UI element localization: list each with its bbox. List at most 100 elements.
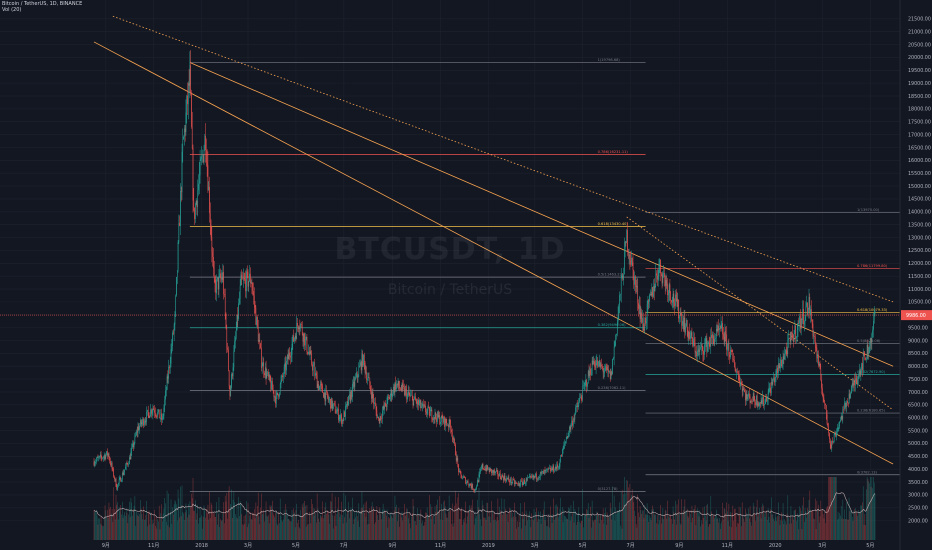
candle-body xyxy=(356,372,357,378)
volume-bar xyxy=(512,512,514,540)
volume-bar xyxy=(858,509,859,540)
candle-body xyxy=(775,370,777,378)
volume-bar xyxy=(863,524,865,540)
volume-bar xyxy=(538,511,540,540)
volume-bar xyxy=(320,516,322,540)
candle-body xyxy=(197,190,199,208)
volume-bar xyxy=(774,514,776,540)
candle-body xyxy=(451,432,453,439)
candle-body xyxy=(872,329,873,335)
volume-bar xyxy=(222,513,224,540)
volume-bar xyxy=(529,520,531,540)
volume-bar xyxy=(669,514,671,540)
candle-body xyxy=(499,473,500,477)
volume-bar xyxy=(120,505,122,540)
volume-bar xyxy=(182,512,184,540)
volume-bar xyxy=(173,504,175,540)
candle-body xyxy=(319,386,320,390)
candle-body xyxy=(718,325,719,331)
volume-bar xyxy=(321,517,323,540)
volume-bar xyxy=(136,511,137,540)
candle-body xyxy=(564,443,565,445)
candle-body xyxy=(688,331,690,339)
volume-bar xyxy=(717,517,719,540)
volume-bar xyxy=(478,487,480,540)
candle-body xyxy=(121,479,122,482)
volume-bar xyxy=(118,519,119,540)
volume-bar xyxy=(621,528,623,540)
volume-bar xyxy=(543,509,544,540)
candle-body xyxy=(855,378,857,381)
candle-body xyxy=(387,396,389,398)
volume-bar xyxy=(272,500,273,540)
candle-body xyxy=(393,386,395,393)
volume-bar xyxy=(436,504,437,540)
candle-body xyxy=(312,366,314,371)
candle-body xyxy=(532,475,533,478)
chart-header: Bitcoin / TetherUS, 1D, BINANCE Vol (20) xyxy=(2,1,82,13)
candle-body xyxy=(371,391,372,399)
candle-body xyxy=(462,476,464,479)
volume-bar xyxy=(371,502,373,540)
candle-body xyxy=(631,257,632,265)
candle-body xyxy=(673,293,675,303)
candle-body xyxy=(231,374,232,388)
volume-bar xyxy=(845,518,847,540)
candle-body xyxy=(601,364,602,367)
volume-bar xyxy=(176,504,177,540)
candle-body xyxy=(281,375,283,381)
symbol-title[interactable]: Bitcoin / TetherUS, 1D, BINANCE xyxy=(2,1,83,7)
candle-body xyxy=(494,470,496,474)
candle-body xyxy=(800,316,801,329)
volume-bar xyxy=(865,525,866,540)
volume-bar xyxy=(407,518,409,540)
candle-body xyxy=(345,406,346,417)
candle-body xyxy=(767,399,768,402)
candle-body xyxy=(181,151,183,193)
volume-bar xyxy=(508,512,510,540)
volume-bar xyxy=(725,513,727,540)
volume-bar xyxy=(613,495,615,540)
candle-body xyxy=(514,479,515,485)
candle-body xyxy=(800,318,802,329)
candle-body xyxy=(756,395,758,406)
candle-body xyxy=(103,456,104,459)
candle-body xyxy=(497,471,499,476)
volume-bar xyxy=(626,480,628,540)
candle-body xyxy=(625,242,627,243)
volume-bar xyxy=(642,510,643,540)
candle-body xyxy=(862,354,864,371)
candle-body xyxy=(252,287,254,292)
volume-bar xyxy=(536,521,538,540)
candle-body xyxy=(165,390,166,400)
candle-body xyxy=(855,378,856,386)
volume-bar xyxy=(727,520,729,540)
volume-bar xyxy=(311,499,312,540)
y-tick-label: 13000.00 xyxy=(908,235,931,241)
volume-bar xyxy=(767,508,769,540)
fib-level-2019-label: 1(13970.00) xyxy=(857,208,880,212)
volume-bar xyxy=(150,512,151,540)
candle-body xyxy=(708,342,710,345)
candle-body xyxy=(468,484,470,486)
candle-body xyxy=(757,403,759,406)
candle-body xyxy=(229,385,231,397)
candle-body xyxy=(626,230,628,243)
volume-bar xyxy=(583,516,585,540)
volume-bar xyxy=(462,524,463,540)
volume-bar xyxy=(854,509,855,540)
watermark-symbol: BTCUSDT, 1D xyxy=(334,232,566,267)
trendline xyxy=(626,216,894,411)
volume-bar xyxy=(855,510,857,540)
candle-body xyxy=(376,410,378,418)
volume-bar xyxy=(196,513,198,540)
candle-body xyxy=(98,457,100,458)
candle-body xyxy=(759,402,761,404)
volume-indicator-label[interactable]: Vol (20) xyxy=(2,7,22,13)
candle-body xyxy=(205,135,206,150)
volume-bar xyxy=(224,495,226,540)
volume-bar xyxy=(162,513,164,540)
candle-body xyxy=(781,359,782,367)
candle-body xyxy=(558,466,560,468)
